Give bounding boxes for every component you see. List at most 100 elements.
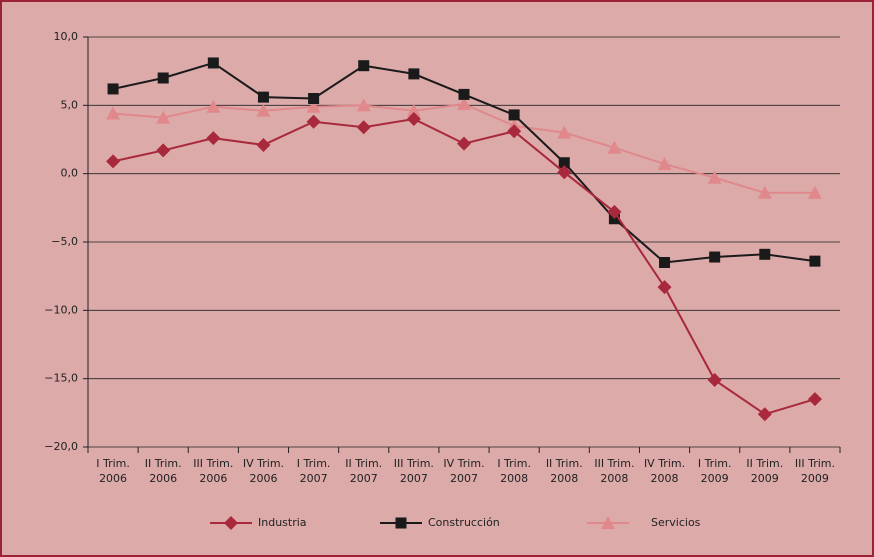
legend-label: Servicios [651, 516, 701, 529]
x-tick-label-line: 2006 [249, 472, 277, 485]
y-tick-label: −20,0 [44, 440, 78, 453]
marker [206, 99, 221, 113]
x-tick-label-line: 2008 [500, 472, 528, 485]
x-tick-label: II Trim. 2006 [145, 457, 182, 485]
x-tick-label-line: III Trim. [193, 457, 233, 470]
x-tick-label-line: 2006 [199, 472, 227, 485]
y-tick-label: −15,0 [44, 372, 78, 385]
marker [256, 137, 271, 152]
marker [356, 98, 371, 112]
x-tick-label-line: II Trim. [746, 457, 783, 470]
x-tick-label: IV Trim. 2008 [644, 457, 685, 485]
x-tick-label: III Trim. 2008 [594, 457, 634, 485]
marker [308, 93, 320, 104]
x-tick-label-line: 2007 [300, 472, 328, 485]
x-tick-label-line: II Trim. [546, 457, 583, 470]
x-tick-label-line: I Trim. [96, 457, 130, 470]
marker [659, 257, 671, 268]
marker [106, 154, 121, 169]
marker [395, 517, 407, 529]
x-tick-label-line: I Trim. [297, 457, 331, 470]
x-tick-label-line: 2008 [550, 472, 578, 485]
x-tick-label: III Trim. 2007 [394, 457, 434, 485]
marker [224, 516, 238, 530]
marker [206, 131, 221, 146]
x-tick-label-line: III Trim. [594, 457, 634, 470]
marker [107, 83, 119, 95]
x-tick-label: III Trim. 2006 [193, 457, 233, 485]
marker [207, 57, 219, 69]
marker [256, 103, 271, 117]
x-tick-label-line: III Trim. [795, 457, 835, 470]
x-tick-label-line: 2009 [701, 472, 729, 485]
y-tick-label: −5,0 [51, 235, 78, 248]
y-tick-label: 5,0 [61, 98, 79, 111]
marker [356, 120, 371, 135]
marker [557, 125, 572, 139]
legend-label: Construcción [428, 516, 500, 529]
marker [809, 255, 821, 267]
marker [508, 109, 520, 121]
y-tick-label: −10,0 [44, 303, 78, 316]
x-tick-label: III Trim. 2009 [795, 457, 835, 485]
marker [807, 392, 822, 407]
marker [759, 248, 771, 260]
x-tick-label-line: 2008 [600, 472, 628, 485]
x-tick-label-line: II Trim. [145, 457, 182, 470]
x-tick-label: I Trim. 2007 [297, 457, 331, 485]
marker [457, 96, 471, 110]
marker [557, 165, 572, 180]
x-tick-label: IV Trim. 2007 [443, 457, 484, 485]
x-tick-label: I Trim. 2008 [497, 457, 531, 485]
x-tick-label-line: II Trim. [345, 457, 382, 470]
marker [657, 280, 672, 295]
marker [306, 114, 321, 129]
marker [306, 99, 321, 113]
marker [408, 68, 420, 80]
marker [607, 204, 622, 219]
marker [106, 106, 121, 120]
y-tick-label: 10,0 [54, 30, 79, 43]
x-tick-label: I Trim. 2006 [96, 457, 130, 485]
marker [657, 157, 672, 171]
marker [507, 124, 522, 139]
y-tick-label: 0,0 [61, 167, 79, 180]
x-tick-label-line: I Trim. [497, 457, 531, 470]
x-tick-label: I Trim. 2009 [698, 457, 732, 485]
x-tick-label-line: IV Trim. [443, 457, 484, 470]
x-tick-label-line: 2009 [801, 472, 829, 485]
marker [807, 185, 822, 199]
x-tick-label-line: 2007 [450, 472, 478, 485]
marker [406, 103, 421, 117]
x-tick-label-line: 2006 [99, 472, 127, 485]
marker [358, 60, 370, 72]
x-tick-label-line: 2007 [350, 472, 378, 485]
legend-label: Industria [258, 516, 307, 529]
x-tick-label: II Trim. 2009 [746, 457, 783, 485]
marker [156, 110, 171, 124]
marker [601, 516, 615, 529]
marker [406, 112, 421, 126]
x-tick-label-line: IV Trim. [644, 457, 685, 470]
marker [757, 185, 772, 199]
x-tick-label-line: III Trim. [394, 457, 434, 470]
x-tick-label: IV Trim. 2006 [243, 457, 284, 485]
marker [707, 373, 722, 388]
x-tick-label: II Trim. 2008 [546, 457, 583, 485]
marker [458, 88, 470, 100]
x-tick-label-line: 2008 [651, 472, 679, 485]
marker [257, 91, 269, 103]
x-tick-label-line: 2006 [149, 472, 177, 485]
marker [558, 157, 570, 169]
marker [457, 136, 471, 151]
marker [757, 407, 772, 422]
marker [156, 143, 171, 158]
x-tick-label: II Trim. 2007 [345, 457, 382, 485]
x-tick-label-line: 2009 [751, 472, 779, 485]
marker [157, 72, 169, 84]
marker [707, 170, 722, 184]
x-tick-label-line: I Trim. [698, 457, 732, 470]
marker [607, 140, 622, 154]
